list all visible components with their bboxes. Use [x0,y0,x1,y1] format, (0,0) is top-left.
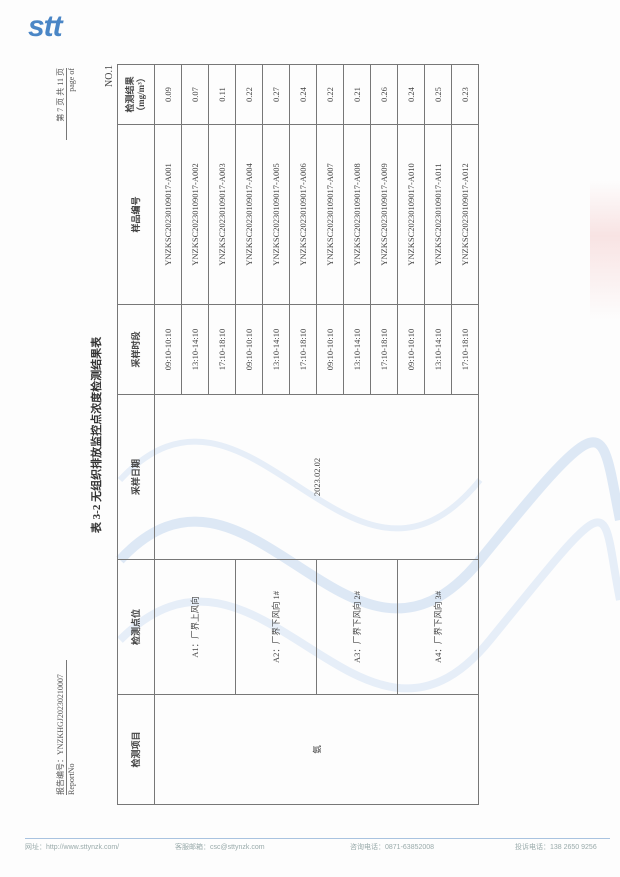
cell-time: 17:10-18:10 [370,304,398,395]
cell-sample: YNZKSC20230109017-A007 [316,124,344,305]
cell-sample: YNZKSC20230109017-A002 [181,124,209,305]
cell-item: 氨 [154,694,479,805]
cell-result: 0.24 [289,64,317,125]
page-info-en: page of [67,68,76,92]
cell-result: 0.22 [316,64,344,125]
header-time: 采样时段 [117,304,155,395]
cell-result: 0.27 [262,64,290,125]
cell-sample: YNZKSC20230109017-A012 [451,124,479,305]
cell-result: 0.22 [235,64,263,125]
footer-divider [25,838,610,839]
footer-complaint-phone: 投诉电话：138 2650 9256 [515,844,597,851]
cell-result: 0.24 [397,64,425,125]
cell-sample: YNZKSC20230109017-A003 [208,124,236,305]
cell-sample: YNZKSC20230109017-A006 [289,124,317,305]
cell-time: 17:10-18:10 [451,304,479,395]
header-item: 检测项目 [117,694,155,805]
cell-time: 13:10-14:10 [424,304,452,395]
cell-sample: YNZKSC20230109017-A011 [424,124,452,305]
cell-time: 17:10-18:10 [289,304,317,395]
sheet-number: NO.1 [104,65,115,87]
report-number-label-en: ReportNo [67,763,76,795]
cell-sample: YNZKSC20230109017-A004 [235,124,263,305]
cell-result: 0.09 [154,64,182,125]
header-sample: 样品编号 [117,124,155,305]
cell-result: 0.07 [181,64,209,125]
cell-sample: YNZKSC20230109017-A005 [262,124,290,305]
cell-time: 09:10-10:10 [316,304,344,395]
footer-consult-phone: 咨询电话：0871-63852008 [350,844,435,851]
results-table: 检测项目 检测点位 采样日期 采样时段 样品编号 检测结果（mg/m³） 氨 A1… [117,64,479,805]
cell-result: 0.23 [451,64,479,125]
cell-point: A3：厂界下风向 2# [316,559,398,695]
cell-result: 0.11 [208,64,236,125]
table-row: 氨 A1：厂界上风向 2023.02.02 09:10-10:10 YNZKSC2023… [154,64,479,805]
cell-sample: YNZKSC20230109017-A001 [154,124,182,305]
cell-time: 17:10-18:10 [208,304,236,395]
cell-result: 0.25 [424,64,452,125]
cell-time: 09:10-10:10 [235,304,263,395]
page-info: 第 7 页 共 11 页 page of [56,68,77,140]
cell-result: 0.21 [343,64,371,125]
footer-email: 客服邮箱：csc@sttynzk.com [175,844,265,851]
cell-point: A4：厂界下风向 3# [397,559,479,695]
cell-point: A2：厂界下风向 1# [235,559,317,695]
cell-time: 13:10-14:10 [181,304,209,395]
table-title: 表 3-2 无组织排放监控点浓度检测结果表 [91,336,103,534]
cell-point: A1：厂界上风向 [154,559,236,695]
cell-sample: YNZKSC20230109017-A009 [370,124,398,305]
header-date: 采样日期 [117,394,155,560]
table-header-row: 检测项目 检测点位 采样日期 采样时段 样品编号 检测结果（mg/m³） [117,64,155,805]
cell-time: 09:10-10:10 [397,304,425,395]
cell-time: 13:10-14:10 [262,304,290,395]
company-logo: stt [28,10,63,43]
report-number-label: 报告编号：YNZKHGJ20230210007 [56,660,67,795]
header-point: 检测点位 [117,559,155,695]
header-result: 检测结果（mg/m³） [117,64,155,125]
page-info-cn: 第 7 页 共 11 页 [56,68,67,140]
cell-sample: YNZKSC20230109017-A010 [397,124,425,305]
cell-time: 13:10-14:10 [343,304,371,395]
report-number: 报告编号：YNZKHGJ20230210007 ReportNo [56,660,77,795]
red-stamp-edge [590,180,620,320]
cell-sample: YNZKSC20230109017-A008 [343,124,371,305]
footer-website: 网址：http://www.sttynzk.com/ [25,844,120,851]
cell-result: 0.26 [370,64,398,125]
cell-date: 2023.02.02 [154,394,479,560]
cell-time: 09:10-10:10 [154,304,182,395]
